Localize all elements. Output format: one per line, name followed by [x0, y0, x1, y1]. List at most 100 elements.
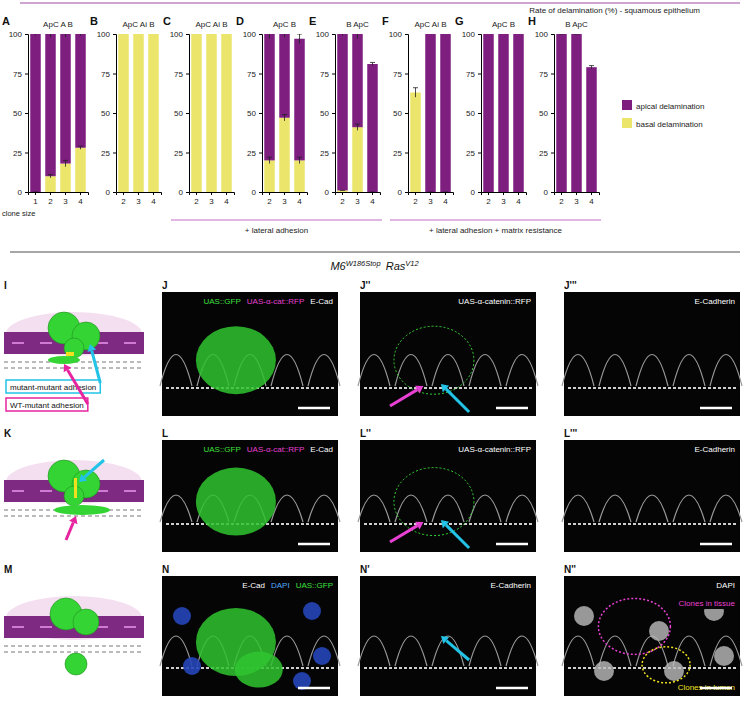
- y-tick: 75: [101, 70, 116, 79]
- y-tick-mark: [405, 113, 408, 114]
- x-axis: 234: [117, 192, 162, 206]
- schematic-label-box: [6, 398, 88, 411]
- image-cell-outline: [432, 495, 464, 522]
- x-tick-mark: [591, 192, 592, 195]
- arrow-head: [415, 386, 423, 394]
- image-cell-outline: [599, 355, 631, 387]
- annotation-rule: [171, 219, 382, 220]
- bar: [45, 176, 56, 192]
- y-tick-mark: [186, 34, 189, 35]
- y-tick-label: 0: [325, 188, 330, 197]
- image-nucleus: [714, 646, 734, 666]
- bars: [410, 34, 451, 192]
- x-tick-mark: [50, 192, 51, 195]
- bar: [206, 34, 217, 192]
- channel-label: E-Cadherin: [491, 581, 531, 590]
- error-bar: [297, 157, 302, 163]
- error-bar: [267, 34, 272, 39]
- x-tick-mark: [372, 192, 373, 195]
- bar: [221, 34, 232, 35]
- x-tick-mark: [196, 192, 197, 195]
- y-tick-mark: [113, 34, 116, 35]
- y-tick-label: 50: [174, 109, 183, 118]
- x-axis: 234: [263, 192, 308, 206]
- schematic-junction: [124, 626, 136, 628]
- error-cap: [340, 190, 345, 191]
- image-cell-outline: [308, 636, 340, 666]
- y-tick-label: 50: [101, 109, 110, 118]
- y-tick-label: 25: [539, 149, 548, 158]
- x-tick: 3: [574, 192, 579, 206]
- x-tick-label: 2: [413, 197, 418, 206]
- error-cap: [589, 65, 594, 66]
- x-tick-mark: [342, 192, 343, 195]
- image-nucleus: [303, 602, 321, 620]
- x-tick-label: 2: [194, 197, 199, 206]
- bar: [410, 92, 421, 192]
- x-axis: 234: [482, 192, 527, 206]
- x-tick: 2: [48, 192, 53, 206]
- x-tick-mark: [226, 192, 227, 195]
- error-line: [284, 115, 285, 121]
- y-tick-mark: [478, 192, 481, 193]
- x-tick: 3: [282, 192, 287, 206]
- image-cell-outline: [469, 355, 501, 387]
- micrograph: LE-CadUAS-α-cat::RFPUAS::GFP: [160, 428, 340, 552]
- schematic-protrusion: [48, 356, 80, 364]
- schematic: Imutant-mutant adhesionWT-mutant adhesio…: [4, 280, 144, 411]
- bars: [30, 34, 86, 192]
- x-tick-mark: [445, 192, 446, 195]
- x-tick-mark: [138, 192, 139, 195]
- image-basal-line: [568, 523, 736, 525]
- schematic-cell: [65, 653, 87, 675]
- x-tick: 4: [589, 192, 594, 206]
- micrograph: L''UAS-α-catenin::RFP: [358, 428, 538, 552]
- panel-letter: J: [162, 280, 168, 291]
- arrow-head: [64, 364, 72, 372]
- arrow-shaft: [68, 370, 88, 404]
- panel-letter: B: [90, 15, 98, 27]
- x-axis-line: [555, 193, 600, 196]
- error-bar: [559, 34, 564, 35]
- image-cell-outline: [562, 355, 594, 387]
- channel-label: E-Cadherin: [695, 297, 735, 306]
- y-tick-mark: [25, 34, 28, 35]
- image-nucleus: [183, 657, 201, 675]
- y-tick: 25: [539, 149, 554, 158]
- x-axis-line: [117, 193, 162, 196]
- genotype-superscript: W186Stop: [346, 259, 381, 268]
- y-tick-mark: [332, 192, 335, 193]
- panel-letter: C: [163, 15, 171, 27]
- panel-title: ApC Ai B: [122, 20, 154, 29]
- legend-label: apical delamination: [636, 102, 705, 111]
- y-tick: 0: [179, 188, 189, 197]
- x-tick: 2: [267, 192, 272, 206]
- error-bar: [370, 192, 375, 193]
- x-tick: 3: [63, 192, 68, 206]
- error-line: [415, 88, 416, 97]
- image-clone: [196, 326, 276, 394]
- arrow-shaft: [390, 390, 417, 406]
- x-axis-line: [263, 193, 308, 196]
- y-tick-mark: [113, 113, 116, 114]
- y-tick-label: 75: [101, 70, 110, 79]
- bar: [133, 34, 144, 35]
- bar: [279, 118, 290, 192]
- y-axis-line: [551, 35, 555, 193]
- error-cap: [297, 157, 302, 158]
- bars: [118, 34, 159, 192]
- panel-letter: D: [236, 15, 244, 27]
- y-tick: 25: [466, 149, 481, 158]
- y-tick-label: 75: [13, 70, 22, 79]
- x-axis: 234: [190, 192, 235, 206]
- y-tick: 25: [174, 149, 189, 158]
- x-tick-mark: [153, 192, 154, 195]
- panel-letter: M: [4, 564, 12, 575]
- image-region-label: Clones in tissue: [679, 599, 736, 608]
- x-tick-label: 3: [63, 197, 68, 206]
- x-tick-mark: [269, 192, 270, 195]
- image-cell-outline: [506, 495, 538, 522]
- bar: [556, 34, 567, 192]
- y-tick-label: 0: [106, 188, 111, 197]
- scale-bar: [298, 687, 330, 690]
